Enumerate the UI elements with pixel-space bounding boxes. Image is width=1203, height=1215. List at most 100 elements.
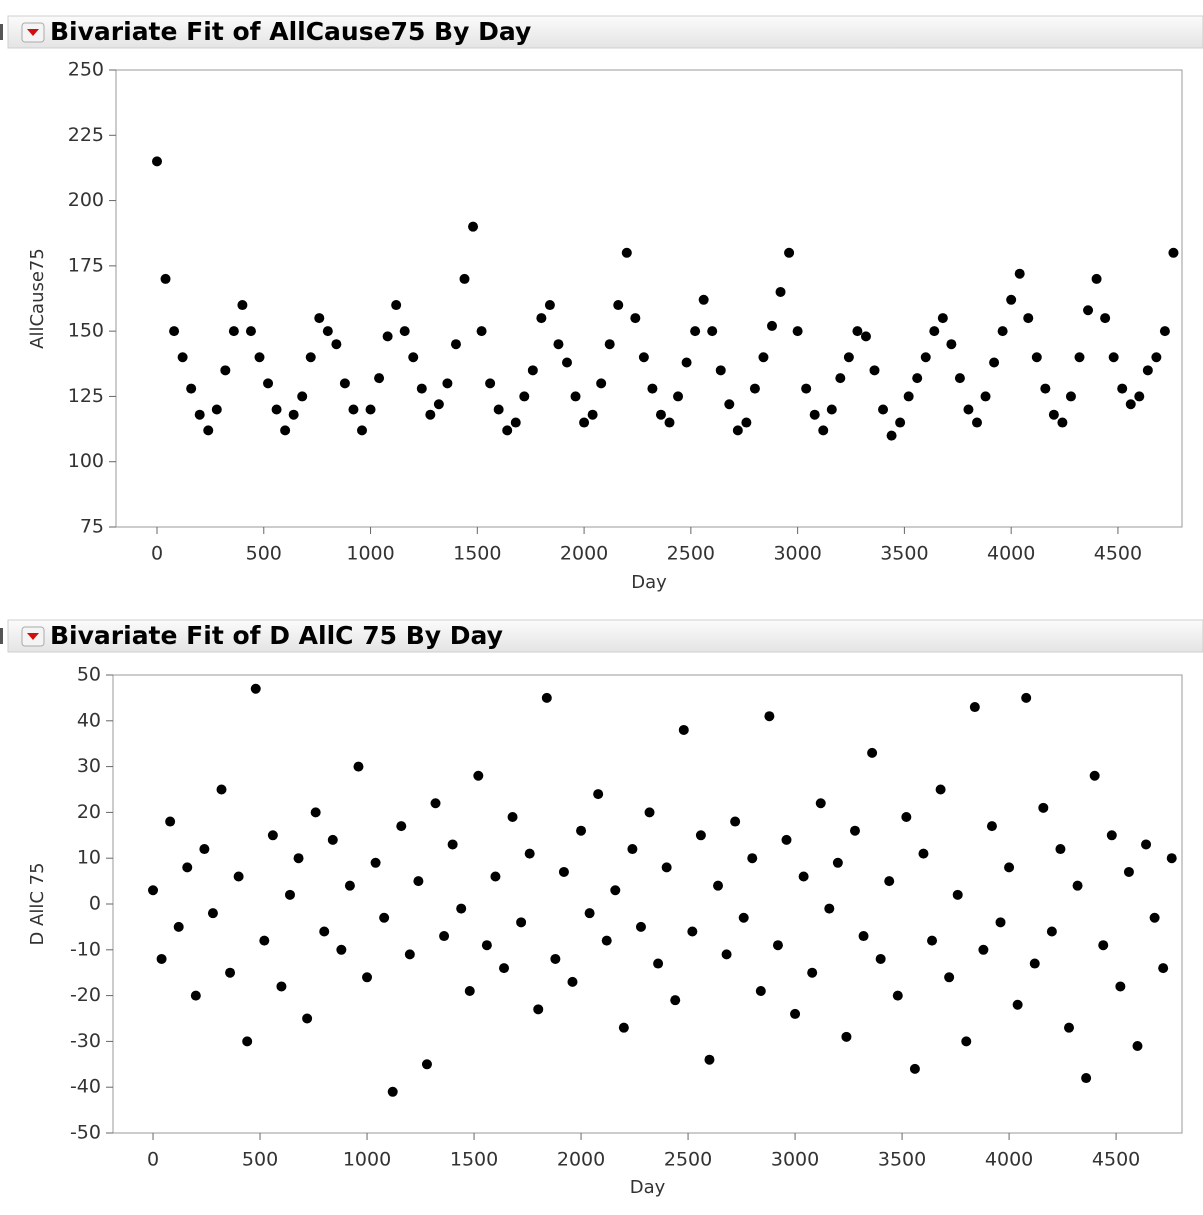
point	[1072, 880, 1083, 891]
point	[433, 399, 444, 410]
point	[986, 821, 997, 832]
point	[160, 273, 171, 284]
point	[425, 409, 436, 420]
point	[1166, 853, 1177, 864]
point	[1159, 326, 1170, 337]
point	[331, 339, 342, 350]
point	[177, 352, 188, 363]
point	[792, 326, 803, 337]
point	[946, 339, 957, 350]
point	[567, 976, 578, 987]
point	[627, 844, 638, 855]
point	[832, 857, 843, 868]
point	[961, 1036, 972, 1047]
point	[370, 857, 381, 868]
point	[584, 908, 595, 919]
point	[618, 1022, 629, 1033]
point	[1134, 391, 1145, 402]
point	[732, 425, 743, 436]
point	[156, 953, 167, 964]
point	[310, 807, 321, 818]
point	[553, 339, 564, 350]
point	[271, 404, 282, 415]
point	[1115, 981, 1126, 992]
y-axis-label: AllCause75	[27, 248, 48, 349]
point	[1098, 940, 1109, 951]
point	[670, 995, 681, 1006]
point	[1048, 409, 1059, 420]
x-tick-label: 1500	[450, 1149, 498, 1171]
point	[764, 711, 775, 722]
point	[843, 352, 854, 363]
point	[912, 373, 923, 384]
point	[849, 825, 860, 836]
point	[826, 404, 837, 415]
point	[690, 326, 701, 337]
point	[1031, 352, 1042, 363]
point	[647, 383, 658, 394]
point	[250, 683, 261, 694]
point	[1123, 866, 1134, 877]
point	[319, 926, 330, 937]
point	[852, 326, 863, 337]
point	[969, 702, 980, 713]
y-tick-label: 225	[68, 124, 104, 146]
point	[233, 871, 244, 882]
x-tick-label: 2000	[557, 1149, 605, 1171]
point	[884, 876, 895, 887]
point	[673, 391, 684, 402]
point	[644, 807, 655, 818]
point	[952, 889, 963, 900]
point	[613, 300, 624, 311]
point	[824, 903, 835, 914]
y-tick-label: 125	[68, 385, 104, 407]
plot-frame	[112, 674, 1183, 1134]
point	[408, 352, 419, 363]
point	[738, 912, 749, 923]
point	[963, 404, 974, 415]
point	[920, 352, 931, 363]
point	[1040, 383, 1051, 394]
point	[935, 784, 946, 795]
point	[421, 1059, 432, 1070]
point	[1158, 963, 1169, 974]
point	[790, 1008, 801, 1019]
point	[220, 365, 231, 376]
point	[456, 903, 467, 914]
point	[430, 798, 441, 809]
point	[1149, 912, 1160, 923]
x-tick-label: 0	[147, 1149, 159, 1171]
point	[661, 862, 672, 873]
point	[1125, 399, 1136, 410]
point	[878, 404, 889, 415]
point	[687, 926, 698, 937]
point	[858, 931, 869, 942]
x-tick-label: 2500	[667, 543, 715, 565]
x-axis-label: Day	[631, 572, 667, 593]
point	[937, 313, 948, 324]
point	[835, 373, 846, 384]
point	[562, 357, 572, 368]
point	[148, 885, 159, 896]
point	[519, 391, 530, 402]
point	[570, 391, 581, 402]
point	[169, 326, 180, 337]
y-tick-label: -50	[70, 1122, 101, 1144]
point	[1081, 1073, 1092, 1084]
point	[1023, 313, 1034, 324]
point	[587, 409, 598, 420]
point	[404, 949, 415, 960]
point	[516, 917, 527, 928]
y-tick-label: 10	[77, 847, 101, 869]
point	[909, 1063, 920, 1074]
point	[186, 383, 197, 394]
point	[621, 247, 632, 258]
point	[724, 399, 735, 410]
point	[1074, 352, 1085, 363]
panel-title: Bivariate Fit of AllCause75 By Day	[50, 17, 531, 46]
plot-frame	[115, 69, 1183, 528]
point	[353, 761, 364, 772]
y-tick-label: 200	[68, 189, 104, 211]
